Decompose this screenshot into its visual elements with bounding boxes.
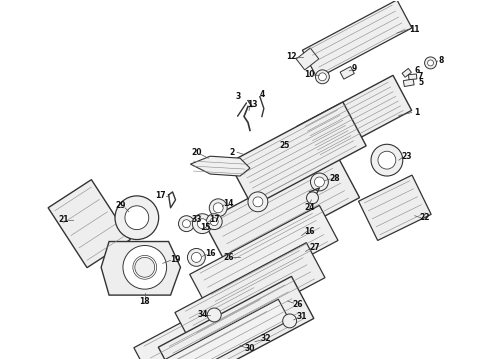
Circle shape — [425, 57, 437, 69]
Text: 33: 33 — [191, 215, 201, 224]
Text: 9: 9 — [351, 64, 357, 73]
Text: 21: 21 — [58, 215, 69, 224]
Circle shape — [178, 216, 195, 231]
Circle shape — [197, 219, 207, 229]
Polygon shape — [302, 0, 412, 78]
Circle shape — [192, 252, 201, 262]
Polygon shape — [296, 75, 412, 162]
Text: 16: 16 — [205, 249, 216, 258]
Text: 17: 17 — [155, 192, 166, 201]
Circle shape — [115, 196, 159, 239]
Polygon shape — [296, 48, 319, 70]
Polygon shape — [340, 67, 354, 79]
Text: 5: 5 — [418, 78, 423, 87]
Polygon shape — [190, 206, 338, 309]
Polygon shape — [229, 102, 366, 206]
Circle shape — [378, 151, 396, 169]
Circle shape — [188, 248, 205, 266]
Circle shape — [125, 206, 149, 230]
Text: 19: 19 — [171, 255, 181, 264]
Text: 34: 34 — [197, 310, 208, 319]
Circle shape — [283, 314, 296, 328]
Text: 13: 13 — [246, 100, 257, 109]
Circle shape — [206, 214, 222, 230]
Text: 26: 26 — [223, 253, 233, 262]
Circle shape — [123, 246, 167, 289]
Polygon shape — [191, 156, 250, 176]
Circle shape — [248, 192, 268, 212]
Circle shape — [182, 220, 191, 228]
Text: 23: 23 — [401, 152, 412, 161]
Circle shape — [316, 70, 329, 84]
Text: 28: 28 — [329, 174, 340, 183]
Text: 15: 15 — [200, 223, 211, 232]
Text: 8: 8 — [439, 57, 444, 66]
Polygon shape — [204, 152, 360, 267]
Polygon shape — [158, 276, 314, 360]
Circle shape — [193, 214, 212, 234]
Text: 6: 6 — [414, 66, 419, 75]
Text: 26: 26 — [293, 300, 303, 309]
Polygon shape — [403, 79, 414, 86]
Polygon shape — [147, 299, 290, 360]
Text: 1: 1 — [414, 108, 419, 117]
Circle shape — [253, 197, 263, 207]
Text: 12: 12 — [286, 53, 297, 62]
Polygon shape — [402, 68, 412, 77]
Text: 10: 10 — [304, 70, 315, 79]
Text: 29: 29 — [116, 201, 126, 210]
Text: 17: 17 — [209, 215, 220, 224]
Polygon shape — [359, 175, 431, 240]
Circle shape — [318, 73, 326, 81]
Text: 25: 25 — [279, 141, 290, 150]
Text: 11: 11 — [410, 25, 420, 34]
Polygon shape — [409, 74, 417, 80]
Polygon shape — [175, 243, 325, 347]
Polygon shape — [134, 280, 277, 360]
Circle shape — [371, 144, 403, 176]
Circle shape — [307, 192, 318, 204]
Text: 16: 16 — [304, 227, 315, 236]
Polygon shape — [101, 242, 180, 295]
Text: 4: 4 — [259, 90, 265, 99]
Text: 32: 32 — [261, 334, 271, 343]
Text: 7: 7 — [418, 72, 423, 81]
Circle shape — [315, 177, 324, 187]
Circle shape — [311, 173, 328, 191]
Circle shape — [207, 308, 221, 322]
Text: 31: 31 — [296, 312, 307, 321]
Text: 30: 30 — [245, 344, 255, 353]
Text: 27: 27 — [309, 243, 320, 252]
Text: 3: 3 — [235, 92, 241, 101]
Circle shape — [428, 60, 434, 66]
Circle shape — [135, 257, 155, 277]
Text: 20: 20 — [191, 148, 201, 157]
Polygon shape — [48, 180, 130, 268]
Circle shape — [133, 255, 157, 279]
Circle shape — [210, 218, 218, 226]
Text: 22: 22 — [419, 213, 430, 222]
Text: 2: 2 — [229, 148, 235, 157]
Circle shape — [209, 199, 227, 217]
Text: 18: 18 — [140, 297, 150, 306]
Text: 24: 24 — [304, 203, 315, 212]
Text: 14: 14 — [223, 199, 233, 208]
Circle shape — [213, 203, 223, 213]
